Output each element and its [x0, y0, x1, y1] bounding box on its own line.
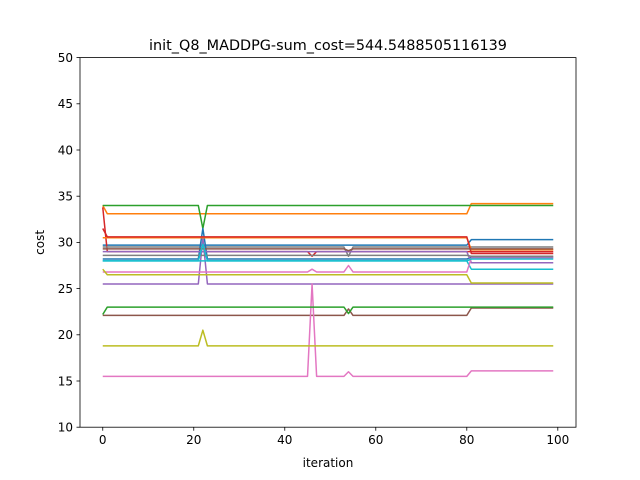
chart-title: init_Q8_MADDPG-sum_cost=544.548850511613… — [149, 38, 507, 54]
series-line-8 — [102, 246, 554, 258]
y-tick-label: 35 — [58, 190, 73, 204]
series-line-6 — [102, 307, 554, 317]
y-tick-label: 40 — [58, 143, 73, 157]
series-line-19 — [102, 268, 554, 284]
series-line-9 — [102, 329, 554, 347]
y-axis-ticks: 10 15 20 25 30 35 40 45 50 — [58, 51, 80, 435]
series-line-16 — [102, 248, 554, 252]
y-tick-label: 50 — [58, 51, 73, 65]
x-tick-label: 0 — [99, 433, 107, 447]
y-tick-label: 45 — [58, 97, 73, 111]
y-tick-label: 10 — [58, 421, 73, 435]
x-tick-label: 80 — [459, 433, 474, 447]
series-line-17 — [102, 257, 554, 273]
y-tick-label: 25 — [58, 282, 73, 296]
x-axis-ticks: 0 20 40 60 80 100 — [99, 427, 569, 447]
series-line-14 — [102, 228, 554, 255]
series-line-2 — [102, 202, 554, 215]
x-tick-label: 40 — [277, 433, 292, 447]
series-line-20 — [102, 243, 554, 262]
x-tick-label: 60 — [368, 433, 383, 447]
series-line-18 — [102, 254, 554, 258]
series-line-13 — [102, 306, 554, 315]
y-axis-label: cost — [33, 230, 47, 255]
y-tick-label: 30 — [58, 236, 73, 250]
x-axis-label: iteration — [303, 456, 354, 470]
series-line-15 — [102, 250, 554, 264]
x-tick-label: 100 — [546, 433, 569, 447]
y-tick-label: 20 — [58, 328, 73, 342]
x-tick-label: 20 — [186, 433, 201, 447]
series-group — [102, 202, 554, 378]
plot-area-frame — [79, 57, 577, 428]
series-line-7 — [102, 283, 554, 378]
y-tick-label: 15 — [58, 374, 73, 388]
